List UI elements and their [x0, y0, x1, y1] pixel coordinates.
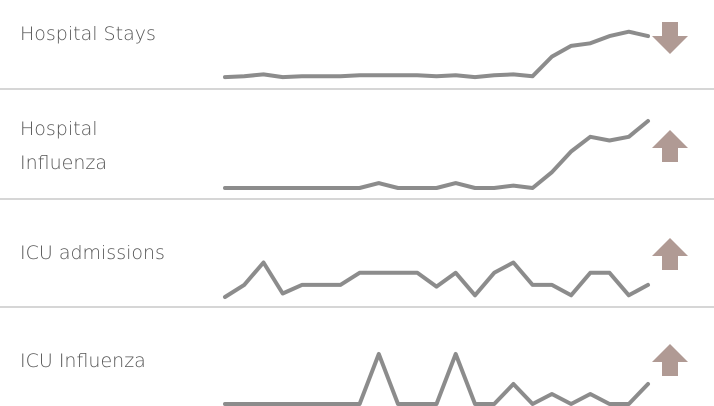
- row-label: ICU Influenza: [20, 350, 146, 372]
- row-hospital-stays: Hospital Stays: [0, 0, 714, 88]
- sparkline-series-line: [223, 29, 650, 80]
- sparkline: [223, 352, 650, 406]
- sparkline-series-line: [223, 119, 650, 190]
- sparkline-series-line: [223, 260, 650, 299]
- row-divider: [0, 88, 714, 90]
- row-hospital-influenza: Hospital Influenza: [0, 90, 714, 198]
- sparkline: [223, 29, 650, 80]
- trend-down-arrow-icon: [652, 22, 688, 54]
- sparkline-series-line: [223, 352, 650, 406]
- sparkline: [223, 119, 650, 190]
- row-label: Hospital Stays: [20, 23, 156, 45]
- row-divider: [0, 198, 714, 200]
- trend-up-arrow-icon: [652, 344, 688, 376]
- trend-up-arrow-icon: [652, 130, 688, 162]
- row-label: ICU admissions: [20, 242, 165, 264]
- row-icu-influenza: ICU Influenza: [0, 308, 714, 406]
- sparkline: [223, 260, 650, 299]
- row-label: Hospital Influenza: [20, 118, 108, 174]
- row-icu-admissions: ICU admissions: [0, 200, 714, 306]
- trend-up-arrow-icon: [652, 238, 688, 270]
- row-divider: [0, 306, 714, 308]
